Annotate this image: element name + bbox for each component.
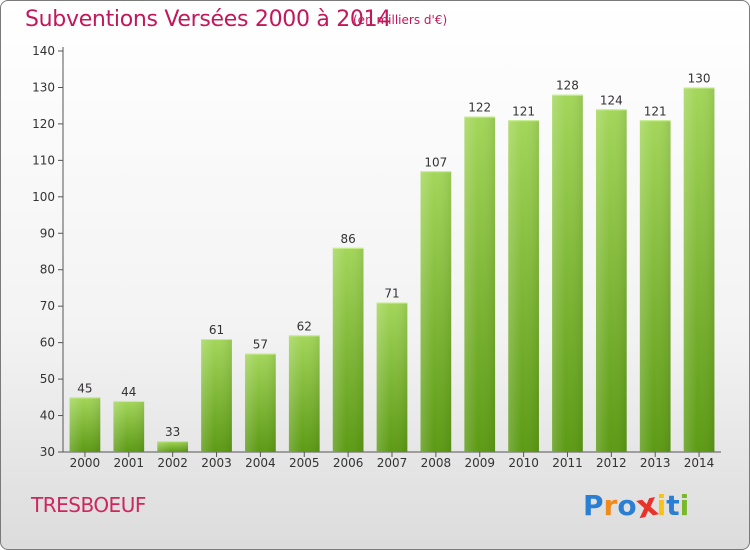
- bar-shine-2001: [113, 400, 145, 452]
- data-label: 71: [384, 287, 399, 301]
- x-tick-label: 2000: [70, 456, 101, 470]
- x-tick-label: 2001: [114, 456, 145, 470]
- bars: [69, 87, 715, 453]
- x-tick-label: 2012: [596, 456, 627, 470]
- x-tick-label: 2004: [245, 456, 276, 470]
- data-label: 86: [340, 232, 355, 246]
- data-label: 121: [512, 104, 535, 118]
- x-tick-label: 2009: [464, 456, 495, 470]
- bar-shine-2004: [245, 353, 276, 452]
- x-tick-label: 2014: [684, 456, 715, 470]
- data-label: 61: [209, 323, 224, 337]
- data-label: 121: [644, 104, 667, 118]
- bar-shine-2006: [332, 247, 364, 452]
- y-tick-label: 100: [32, 190, 55, 204]
- data-label: 57: [253, 338, 268, 352]
- logo-letter: t: [666, 489, 680, 522]
- bar-shine-2000: [69, 397, 101, 452]
- bar-shine-2007: [376, 302, 408, 452]
- chart-subtitle: (en milliers d'€): [353, 13, 448, 27]
- x-tick-label: 2006: [333, 456, 364, 470]
- logo-letter: i: [656, 489, 667, 522]
- x-tick-label: 2005: [289, 456, 320, 470]
- data-label: 107: [424, 155, 447, 169]
- data-label: 122: [468, 101, 491, 115]
- y-tick-label: 30: [40, 445, 55, 459]
- bar-shine-2012: [595, 109, 627, 452]
- bar-shine-2009: [464, 116, 496, 453]
- y-tick-label: 70: [40, 299, 55, 313]
- y-tick-label: 80: [40, 263, 55, 277]
- bar-shine-2002: [157, 441, 189, 452]
- x-tick-label: 2011: [552, 456, 583, 470]
- data-label: 45: [77, 381, 92, 395]
- logo-letter: r: [603, 489, 618, 522]
- x-tick-label: 2013: [640, 456, 671, 470]
- y-tick-label: 50: [40, 372, 55, 386]
- x-tick-label: 2003: [201, 456, 232, 470]
- data-label: 44: [121, 385, 136, 399]
- data-labels: 45 44 33 61 57 62 86 71 107 122 121 128 124 121 130: [77, 71, 710, 439]
- data-label: 124: [600, 93, 623, 107]
- y-tick-label: 120: [32, 117, 55, 131]
- bar-shine-2011: [552, 94, 583, 452]
- commune-name: TRESBOEUF: [31, 493, 146, 517]
- bar-shine-2013: [639, 120, 671, 452]
- bar-shine-2003: [201, 338, 232, 452]
- data-label: 33: [165, 425, 180, 439]
- proxiti-logo: Proxiti: [583, 485, 690, 526]
- x-tick-label: 2008: [421, 456, 452, 470]
- y-tick-label: 60: [40, 336, 55, 350]
- y-tick-label: 110: [32, 153, 55, 167]
- data-label: 128: [556, 79, 579, 93]
- x-tick-label: 2007: [377, 456, 408, 470]
- y-tick-label: 40: [40, 409, 55, 423]
- x-tick-label: 2010: [508, 456, 539, 470]
- bar-shine-2005: [288, 335, 320, 452]
- logo-letter: i: [679, 489, 690, 522]
- bar-shine-2014: [683, 87, 715, 453]
- bar-shine-2010: [508, 120, 539, 452]
- axes: 30 40 50 60 70 80 90 100 110 120 130 140 2000 2001 200…: [32, 44, 721, 470]
- y-tick-label: 90: [40, 226, 55, 240]
- bar-shine-2008: [420, 171, 452, 453]
- data-label: 62: [297, 319, 312, 333]
- logo-letter: P: [583, 489, 604, 522]
- logo-letter: o: [617, 489, 637, 522]
- chart-title: Subventions Versées 2000 à 2014: [25, 7, 392, 32]
- y-tick-label: 130: [32, 80, 55, 94]
- x-tick-label: 2002: [157, 456, 188, 470]
- y-tick-label: 140: [32, 44, 55, 58]
- data-label: 130: [688, 71, 711, 85]
